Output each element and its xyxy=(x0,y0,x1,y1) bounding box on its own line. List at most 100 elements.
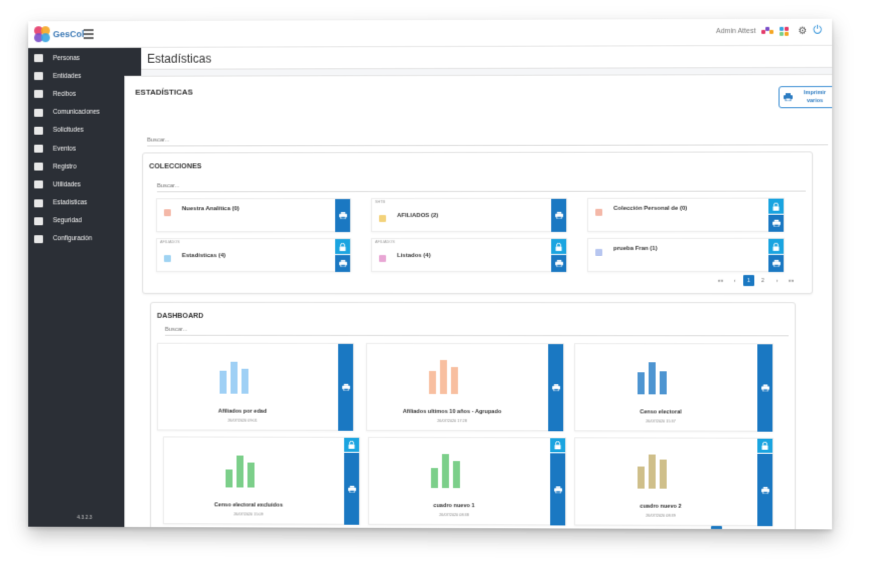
collection-card[interactable]: AFILIADOS Estadísticas (4) xyxy=(156,238,351,272)
collection-card[interactable]: SHTB AFILIADOS (2) xyxy=(371,198,567,232)
dashboard-date: 26/07/2020 17:28 xyxy=(367,419,537,423)
page-number-button[interactable]: 2 xyxy=(757,275,768,286)
hamburger-menu-icon[interactable] xyxy=(84,29,94,38)
folder-icon xyxy=(595,209,602,216)
collection-card[interactable]: prueba Fran (1) xyxy=(587,238,784,272)
calendar-icon xyxy=(34,145,43,153)
page-prev-button[interactable]: ‹ xyxy=(697,526,708,529)
page-header: Estadísticas xyxy=(141,46,832,70)
collection-name: AFILIADOS (2) xyxy=(397,212,547,220)
chart-bar xyxy=(451,367,458,394)
page-next-button[interactable]: › xyxy=(771,275,782,286)
dashboard-name: Censo electoral xyxy=(575,409,746,415)
chart-bar xyxy=(237,455,244,487)
dashboard-date: 26/07/2020 08:38 xyxy=(369,513,539,518)
page-number-button[interactable]: 3 xyxy=(739,526,750,529)
chart-bar xyxy=(226,469,233,487)
dashboard-section: DASHBOARD Afiliados por edad 26/07/2020 0… xyxy=(150,302,796,529)
collection-tag: AFILIADOS xyxy=(375,240,395,244)
lock-icon[interactable] xyxy=(757,439,772,453)
power-icon[interactable]: ⏻ xyxy=(813,25,822,38)
statistics-panel: ESTADÍSTICAS Imprimir varios COLECCIONES… xyxy=(124,74,832,529)
print-button[interactable] xyxy=(550,453,565,525)
grid-icon xyxy=(34,181,43,189)
lock-icon[interactable] xyxy=(551,239,566,254)
dashboard-date: 26/07/2020 09:01 xyxy=(158,418,327,422)
collections-search-input[interactable] xyxy=(157,180,806,193)
print-button[interactable] xyxy=(768,215,783,232)
printer-icon xyxy=(784,93,793,101)
bar-chart-icon xyxy=(636,448,676,488)
sidebar-item-label: Personas xyxy=(53,55,80,62)
dashboard-card[interactable]: cuadro nuevo 2 26/07/2020 08:39 xyxy=(574,437,773,526)
chart-bar xyxy=(649,454,656,488)
print-button[interactable] xyxy=(335,199,350,232)
print-button[interactable] xyxy=(548,344,563,431)
dashboard-date: 26/07/2020 08:39 xyxy=(575,513,746,518)
print-button[interactable] xyxy=(551,199,566,232)
bar-chart-icon xyxy=(636,354,676,394)
dashboard-card[interactable]: Censo electoral 26/07/2020 15:37 xyxy=(574,343,773,432)
chart-bar xyxy=(649,362,656,394)
bar-chart-icon xyxy=(218,354,258,394)
page-last-button[interactable]: »» xyxy=(767,526,778,529)
page-next-button[interactable]: › xyxy=(753,526,764,529)
notifications-icon[interactable] xyxy=(762,26,774,36)
sidebar-item-label: Estadísticas xyxy=(53,199,87,206)
dashboard-card[interactable]: Censo electoral excluidos 26/07/2020 15:0… xyxy=(163,436,360,524)
chart-bar xyxy=(231,361,238,393)
print-button[interactable] xyxy=(757,454,772,526)
user-name[interactable]: Admin Attest xyxy=(716,28,756,35)
lock-icon[interactable] xyxy=(768,239,783,254)
collection-tag: SHTB xyxy=(375,200,385,204)
print-button[interactable] xyxy=(344,453,359,525)
print-button[interactable] xyxy=(335,255,350,272)
lock-icon[interactable] xyxy=(344,438,359,452)
dashboard-title: DASHBOARD xyxy=(157,311,203,320)
collections-pagination: «« ‹ 1 2 › »» xyxy=(715,275,797,286)
lock-icon[interactable] xyxy=(335,239,350,254)
collection-name: Listados (4) xyxy=(397,252,537,260)
collection-name: Estadísticas (4) xyxy=(182,252,321,260)
dashboard-search-input[interactable] xyxy=(165,324,789,336)
building-icon xyxy=(34,72,43,80)
page-number-button[interactable]: 2 xyxy=(725,526,736,529)
lock-icon[interactable] xyxy=(768,199,783,214)
sidebar-item-label: Solicitudes xyxy=(53,127,84,134)
page-prev-button[interactable]: ‹ xyxy=(729,275,740,286)
collection-name: Colección Personal de (0) xyxy=(613,205,754,213)
print-button[interactable] xyxy=(757,344,772,431)
page-last-button[interactable]: »» xyxy=(786,275,797,286)
dashboard-name: Afiliados por edad xyxy=(158,409,327,415)
collection-card[interactable]: Colección Personal de (0) xyxy=(587,198,784,232)
settings-gear-icon[interactable]: ⚙ xyxy=(798,26,807,37)
dashboard-card[interactable]: Afiliados ultimos 10 años - Agrupado 26/0… xyxy=(366,343,564,431)
page-first-button[interactable]: «« xyxy=(683,526,694,530)
print-button[interactable] xyxy=(551,255,566,272)
logo[interactable]: GesCol xyxy=(34,26,84,42)
page-number-button[interactable]: 1 xyxy=(743,275,754,286)
collection-tag: AFILIADOS xyxy=(160,240,180,244)
logo-icon xyxy=(34,26,50,42)
page-first-button[interactable]: «« xyxy=(715,275,726,286)
page-number-button[interactable]: 1 xyxy=(711,526,722,529)
bar-chart-icon xyxy=(429,448,469,488)
collection-card[interactable]: Nuestra Analítica (0) xyxy=(156,198,351,232)
dashboard-card[interactable]: cuadro nuevo 1 26/07/2020 08:38 xyxy=(368,437,566,526)
chart-bar xyxy=(442,454,449,488)
collection-name: Nuestra Analítica (0) xyxy=(182,205,331,213)
dashboard-card[interactable]: Afiliados por edad 26/07/2020 09:01 xyxy=(157,343,354,431)
folder-icon xyxy=(164,209,171,216)
collection-card[interactable]: AFILIADOS Listados (4) xyxy=(371,238,567,272)
sidebar-item-0[interactable]: Personas xyxy=(28,49,141,67)
collections-section: COLECCIONES Nuestra Analítica (0) SHTB AFI… xyxy=(142,151,813,294)
print-button[interactable] xyxy=(768,255,783,272)
mail-icon xyxy=(34,108,43,116)
statistics-search-input[interactable] xyxy=(147,133,828,146)
lock-icon[interactable] xyxy=(550,438,565,452)
print-multiple-button[interactable]: Imprimir varios xyxy=(779,86,833,108)
apps-grid-icon[interactable] xyxy=(780,26,792,36)
chart-bar xyxy=(429,371,436,394)
print-button[interactable] xyxy=(338,344,353,431)
chart-bar xyxy=(440,360,447,394)
